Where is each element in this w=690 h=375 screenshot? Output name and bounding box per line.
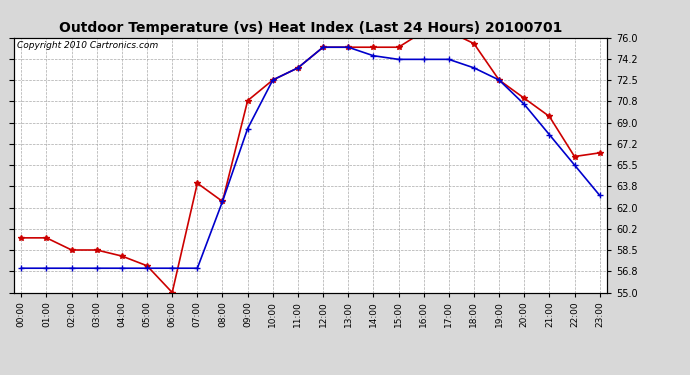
Title: Outdoor Temperature (vs) Heat Index (Last 24 Hours) 20100701: Outdoor Temperature (vs) Heat Index (Las… (59, 21, 562, 35)
Text: Copyright 2010 Cartronics.com: Copyright 2010 Cartronics.com (17, 41, 158, 50)
